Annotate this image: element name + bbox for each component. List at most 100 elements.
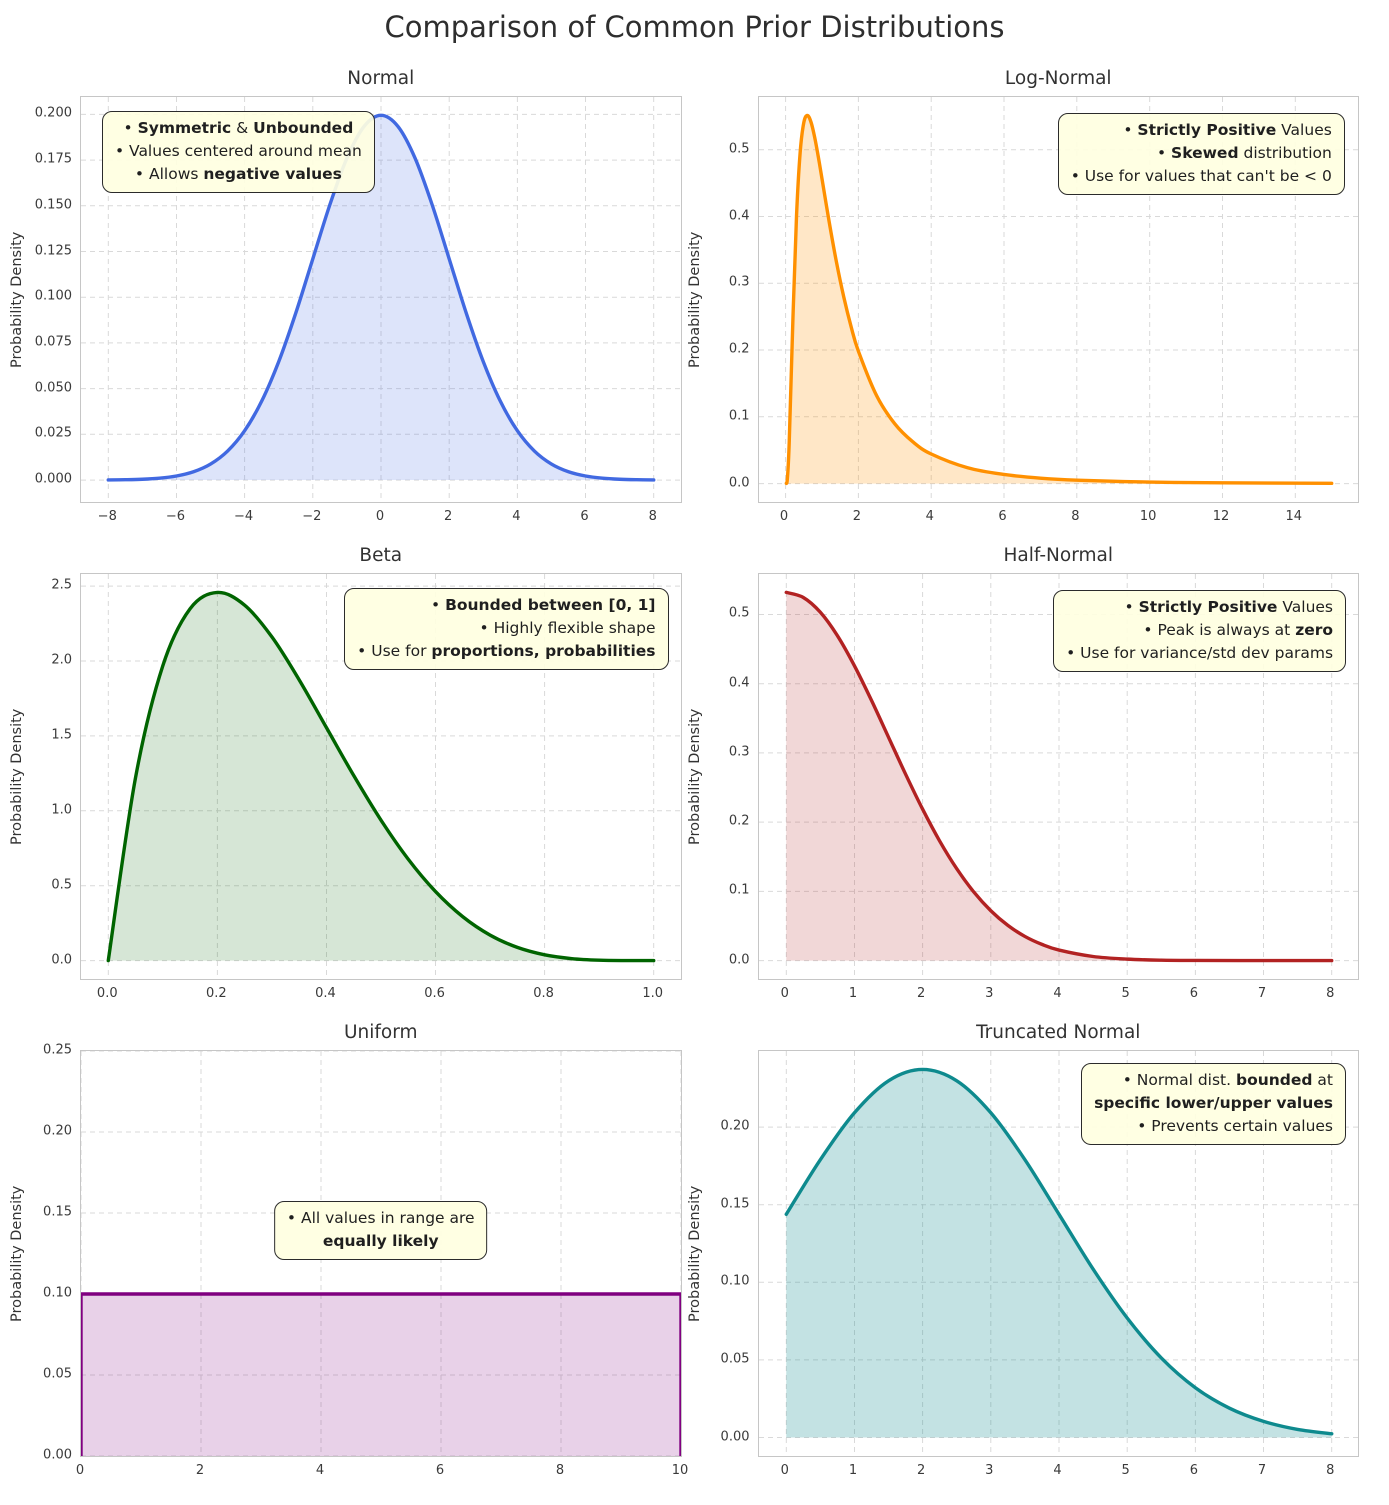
y-tick-label: 0.5: [728, 605, 750, 621]
annotation-line: • Use for proportions, probabilities: [357, 642, 656, 661]
y-axis-label: Probability Density: [9, 1185, 25, 1322]
y-tick-label: 0.150: [34, 197, 72, 213]
x-tick-label: 8: [1326, 986, 1335, 1001]
subplot-title: Uniform: [343, 1022, 418, 1043]
x-tick-label: 1: [848, 1463, 858, 1478]
x-tick-label: 2: [852, 509, 862, 524]
subplot-grid: Normal Probability Density 0.000 0.025 0.0…: [0, 52, 1389, 1483]
x-tick-label: 6: [580, 509, 589, 524]
y-tick-label: 0.1: [728, 408, 750, 424]
x-tick-label: 1.0: [642, 986, 664, 1001]
chart-canvas: [81, 97, 681, 502]
annotation-line: • Skewed distribution: [1156, 144, 1332, 163]
x-tick-label: 0: [375, 509, 385, 524]
x-tick-label: 0.2: [206, 986, 227, 1001]
plot-area: • Strictly Positive Values • Peak is alwa…: [757, 573, 1359, 980]
y-tick-label: 0.20: [43, 1123, 72, 1139]
annotation-line: • Highly flexible shape: [479, 619, 656, 638]
x-tick-label: 0.6: [424, 986, 445, 1001]
density-fill: [81, 1294, 681, 1456]
subplot-title: Log-Normal: [1004, 68, 1112, 89]
x-tick-label: 4: [1053, 1463, 1062, 1478]
y-tick-label: 0.0: [728, 475, 750, 491]
subplot-beta: Beta Probability Density 0.0 0.5 1.0 1.5 2.0…: [4, 529, 682, 1006]
x-tick-label: 6: [998, 509, 1007, 524]
x-tick-label: −4: [234, 509, 254, 524]
density-curve: [784, 590, 1333, 963]
annotation-line: • Peak is always at zero: [1143, 621, 1334, 640]
x-axis-ticks: −8 −6 −4 −2 0 2 4 6 8: [80, 503, 682, 529]
y-axis-ticks: 0.0 0.5 1.0 1.5 2.0 2.5: [30, 573, 80, 980]
annotation-line: • Strictly Positive Values: [1124, 598, 1334, 617]
x-tick-label: 14: [1285, 509, 1303, 524]
x-axis-ticks: 0 1 2 3 4 5 6 7 8: [758, 1457, 1360, 1483]
y-tick-label: 0.5: [728, 141, 750, 157]
density-fill: [785, 115, 1332, 484]
annotation-box: • Strictly Positive Values • Skewed distr…: [1057, 113, 1345, 195]
annotation-box: • Strictly Positive Values • Peak is alwa…: [1053, 590, 1347, 672]
x-tick-label: 10: [671, 1463, 689, 1478]
y-tick-label: 0.20: [720, 1118, 750, 1134]
y-tick-label: 2.5: [51, 577, 72, 593]
density-fill: [785, 1069, 1332, 1438]
subplot-title: Truncated Normal: [976, 1022, 1141, 1043]
annotation-line: • Bounded between [0, 1]: [430, 596, 656, 615]
y-axis-ticks: 0.00 0.05 0.10 0.15 0.20 0.25: [30, 1043, 80, 1463]
subplot-title: Beta: [359, 545, 403, 566]
annotation-box: • All values in range are equally likely: [273, 1200, 488, 1260]
x-tick-label: 5: [1121, 1463, 1130, 1478]
density-curve: [784, 113, 1333, 486]
x-tick-label: 12: [1212, 509, 1230, 524]
annotation-line: • Use for values that can't be < 0: [1070, 167, 1332, 186]
x-tick-label: 8: [648, 509, 657, 524]
density-curve: [784, 1067, 1333, 1436]
x-tick-label: 3: [985, 986, 994, 1001]
y-tick-label: 0.00: [43, 1447, 72, 1463]
y-tick-label: 0.3: [728, 274, 750, 290]
y-tick-label: 0.2: [728, 341, 750, 357]
x-tick-label: 5: [1121, 986, 1130, 1001]
y-tick-label: 0.000: [34, 471, 72, 487]
subplot-truncated-normal: Truncated Normal Probability Density 0.0…: [682, 1006, 1360, 1483]
y-axis-label: Probability Density: [9, 708, 25, 845]
y-tick-label: 0.200: [34, 105, 72, 121]
x-tick-label: 2: [195, 1463, 205, 1478]
y-axis-label: Probability Density: [686, 231, 703, 368]
subplot-title: Half-Normal: [1003, 545, 1113, 566]
chart-canvas: [758, 1051, 1359, 1456]
y-tick-label: 0.1: [728, 882, 750, 898]
density-curve: [106, 113, 656, 482]
x-tick-label: 0: [780, 1463, 789, 1478]
x-tick-label: 3: [985, 1463, 994, 1478]
y-tick-label: 0.3: [728, 744, 750, 760]
y-axis-ticks: 0.0 0.1 0.2 0.3 0.4 0.5: [708, 573, 758, 980]
subplot-log-normal: Log-Normal Probability Density 0.0 0.1 0.2…: [682, 52, 1359, 529]
x-tick-label: 6: [1189, 986, 1198, 1001]
x-tick-label: 4: [315, 1463, 325, 1478]
plot-area: • All values in range are equally likely: [80, 1050, 682, 1457]
annotation-line: • Symmetric & Unbounded: [123, 119, 354, 138]
x-tick-label: 10: [1139, 509, 1157, 524]
y-tick-label: 1.5: [51, 727, 72, 743]
density-curve: [81, 1292, 681, 1456]
y-axis-ticks: 0.000 0.025 0.050 0.075 0.100 0.125 0.150 0.175…: [30, 96, 80, 503]
annotation-line: equally likely: [322, 1231, 439, 1250]
x-tick-label: 4: [1053, 986, 1062, 1001]
y-tick-label: 0.075: [34, 334, 72, 350]
y-tick-label: 0.0: [728, 952, 750, 968]
y-tick-label: 1.0: [51, 802, 72, 818]
x-tick-label: 8: [1071, 509, 1080, 524]
x-tick-label: 0: [779, 509, 789, 524]
y-axis-ticks: 0.00 0.05 0.10 0.15 0.20: [708, 1050, 758, 1457]
y-tick-label: 0.4: [728, 675, 750, 691]
x-axis-ticks: 0 1 2 3 4 5 6 7 8: [758, 980, 1360, 1006]
plot-area: • Symmetric & Unbounded • Values centered…: [80, 96, 682, 503]
x-tick-label: 2: [916, 1463, 926, 1478]
y-tick-label: 0.5: [51, 877, 72, 893]
y-axis-label: Probability Density: [686, 1185, 703, 1322]
x-tick-label: 6: [1189, 1463, 1198, 1478]
annotation-line: specific lower/upper values: [1094, 1094, 1334, 1113]
y-axis-label: Probability Density: [686, 708, 703, 845]
subplot-uniform: Uniform Probability Density 0.00 0.05 0.10…: [4, 1006, 688, 1483]
y-tick-label: 0.10: [43, 1285, 72, 1301]
